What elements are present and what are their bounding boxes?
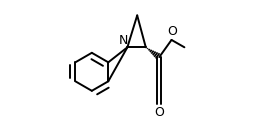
Text: O: O [167,25,177,38]
Text: O: O [154,106,164,119]
Text: N: N [119,34,128,47]
